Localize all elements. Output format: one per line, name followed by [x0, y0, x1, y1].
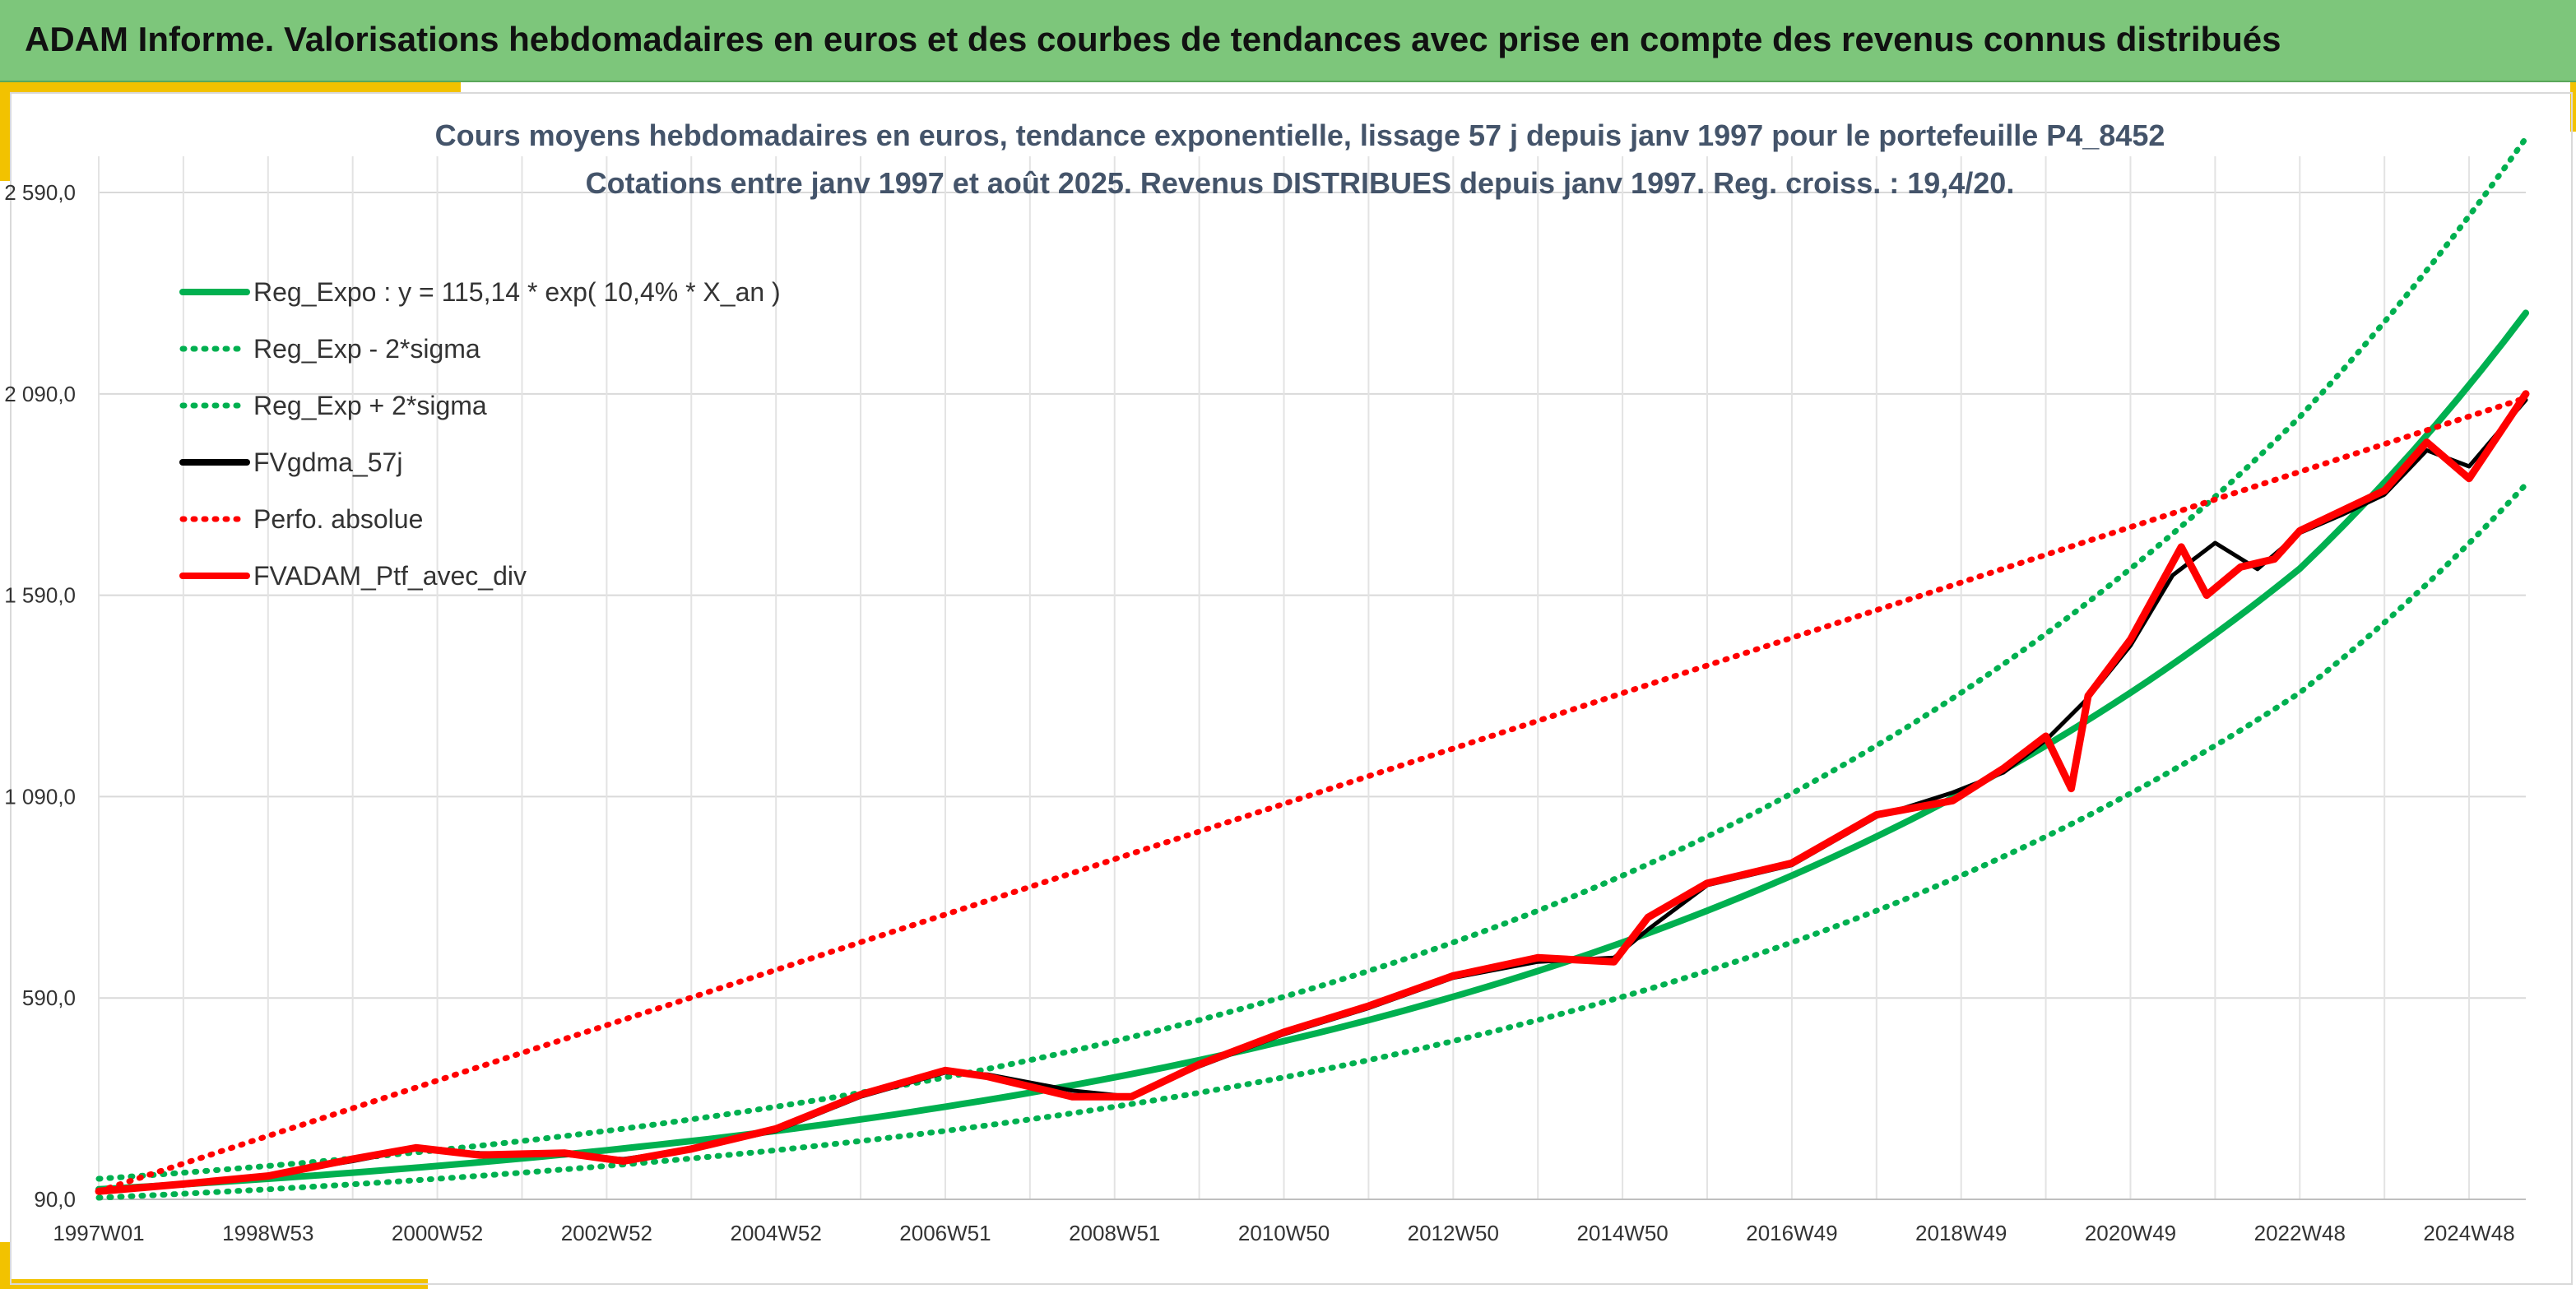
x-tick-label: 2008W51: [1069, 1221, 1160, 1245]
chart-title-line1: Cours moyens hebdomadaires en euros, ten…: [435, 118, 2165, 152]
x-tick-label: 2004W52: [731, 1221, 822, 1245]
x-tick-label: 2002W52: [561, 1221, 652, 1245]
x-tick-label: 1998W53: [222, 1221, 313, 1245]
x-tick-label: 2010W50: [1238, 1221, 1330, 1245]
x-tick-label: 2016W49: [1746, 1221, 1837, 1245]
series-line-2: [95, 135, 2529, 1182]
y-axis-ticks: 90,0 590,0 1 090,0 1 590,0 2 090,0 2 590,0: [4, 180, 76, 1212]
legend-label: Reg_Exp + 2*sigma: [253, 391, 487, 420]
chart-legend: Reg_Expo : y = 115,14 * exp( 10,4% * X_a…: [179, 277, 781, 591]
header-banner: ADAM Informe. Valorisations hebdomadaire…: [0, 0, 2576, 82]
x-tick-label: 1997W01: [53, 1221, 144, 1245]
accent-bar-top: [0, 82, 461, 92]
y-tick-label: 2 090,0: [4, 382, 76, 406]
x-tick-label: 2000W52: [392, 1221, 483, 1245]
accent-bar-bottom-left: [0, 1242, 10, 1289]
y-tick-label: 1 090,0: [4, 784, 76, 809]
x-axis-ticks: 1997W01 1998W53 2000W52 2002W52 2004W52 2006W…: [53, 1221, 2514, 1245]
legend-label: Reg_Expo : y = 115,14 * exp( 10,4% * X_a…: [253, 277, 781, 307]
x-tick-label: 2012W50: [1408, 1221, 1499, 1245]
x-tick-label: 2022W48: [2254, 1221, 2346, 1245]
y-tick-label: 590,0: [22, 985, 76, 1010]
y-tick-label: 2 590,0: [4, 180, 76, 205]
series-line-1: [95, 481, 2529, 1201]
y-tick-label: 90,0: [34, 1187, 76, 1212]
series-line-4: [95, 395, 2529, 1194]
x-tick-label: 2024W48: [2423, 1221, 2514, 1245]
x-tick-label: 2014W50: [1576, 1221, 1668, 1245]
legend-label: FVgdma_57j: [253, 447, 402, 477]
series-line-5: [95, 390, 2530, 1195]
accent-bar-right: [2570, 82, 2576, 132]
x-tick-label: 2020W49: [2085, 1221, 2176, 1245]
x-tick-label: 2006W51: [899, 1221, 991, 1245]
chart-frame: [10, 92, 2573, 1285]
y-tick-label: 1 590,0: [4, 583, 76, 608]
legend-label: Perfo. absolue: [253, 504, 423, 534]
series-line-0: [95, 309, 2529, 1193]
x-tick-label: 2018W49: [1915, 1221, 2007, 1245]
accent-bar-left: [0, 82, 10, 181]
chart-title-line2: Cotations entre janv 1997 et août 2025. …: [586, 166, 2015, 200]
legend-label: FVADAM_Ptf_avec_div: [253, 561, 527, 591]
series-layer: [95, 135, 2530, 1201]
legend-label: Reg_Exp - 2*sigma: [253, 334, 480, 364]
banner-title: ADAM Informe. Valorisations hebdomadaire…: [25, 20, 2281, 58]
chart-grid: [98, 156, 2526, 1200]
